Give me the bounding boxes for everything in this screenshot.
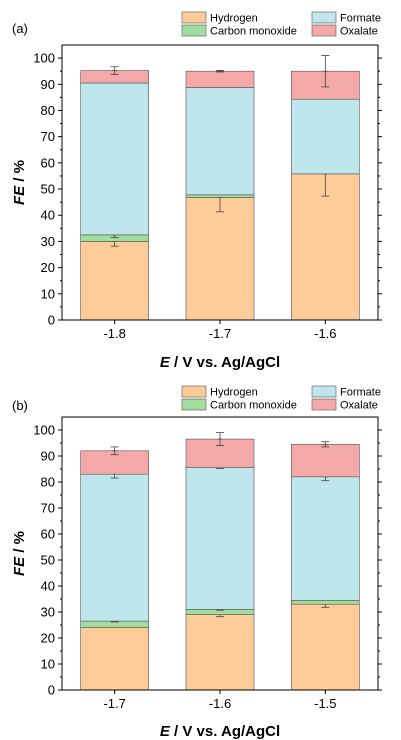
y-axis-title: FE / % <box>11 160 28 205</box>
bar-segment-hydrogen <box>185 197 255 321</box>
panel-label: (a) <box>12 21 28 36</box>
legend-label-formate: Formate <box>340 13 381 25</box>
bar-group--1-6 <box>291 55 360 321</box>
y-tick-label: 100 <box>33 51 55 66</box>
y-axis-title-rest: / % <box>11 531 28 557</box>
legend-swatch-oxalate <box>311 24 337 37</box>
legend-label-formate: Formate <box>340 387 381 399</box>
bar-segment-formate <box>80 82 149 236</box>
bar-segment-hydrogen <box>80 627 149 691</box>
x-axis-title: E / V vs. Ag/AgCl <box>160 723 280 740</box>
bar-segment-formate <box>291 476 360 601</box>
bar-group--1-7 <box>185 70 255 321</box>
legend-label-oxalate: Oxalate <box>340 26 378 38</box>
y-tick-label: 50 <box>41 553 55 568</box>
bar-segment-formate <box>80 473 149 622</box>
y-tick-label: 60 <box>41 527 55 542</box>
x-axis-title: E / V vs. Ag/AgCl <box>160 354 280 371</box>
y-tick-label: 100 <box>33 423 55 438</box>
legend-label-carbon-monoxide: Carbon monoxide <box>210 26 297 38</box>
y-tick-label: 40 <box>41 208 55 223</box>
legend-swatch-hydrogen <box>181 385 207 398</box>
legend: Hydrogen Formate Carbon monoxide Oxalate <box>181 385 381 412</box>
x-tick-label: -1.6 <box>209 696 231 711</box>
bar-segment-oxalate <box>185 70 255 88</box>
legend-swatch-formate <box>311 385 337 398</box>
x-tick-label: -1.8 <box>103 326 125 341</box>
legend-swatch-formate <box>311 11 337 24</box>
y-tick-label: 40 <box>41 579 55 594</box>
bar-segment-formate <box>291 98 360 175</box>
x-tick-label: -1.7 <box>103 696 125 711</box>
legend-swatch-hydrogen <box>181 11 207 24</box>
y-tick-label: 80 <box>41 103 55 118</box>
legend-swatch-carbon-monoxide <box>181 398 207 411</box>
bar-group--1-8 <box>80 66 149 321</box>
y-tick-label: 30 <box>41 605 55 620</box>
bar-group--1-5 <box>291 441 360 691</box>
y-tick-label: 90 <box>41 449 55 464</box>
y-tick-label: 50 <box>41 182 55 197</box>
x-axis-title-rest: / V vs. Ag/AgCl <box>170 354 280 371</box>
bar-segment-hydrogen <box>185 614 255 691</box>
bar-segment-hydrogen <box>80 241 149 321</box>
x-tick-label: -1.7 <box>209 326 231 341</box>
bar-group--1-6 <box>185 432 255 691</box>
bar-segment-hydrogen <box>291 603 360 691</box>
legend: Hydrogen Formate Carbon monoxide Oxalate <box>181 11 381 38</box>
panel-label: (b) <box>12 398 28 413</box>
bar-segment-carbon-monoxide <box>185 194 255 198</box>
y-tick-label: 70 <box>41 501 55 516</box>
bar-segment-carbon-monoxide <box>291 599 360 605</box>
y-tick-label: 10 <box>41 657 55 672</box>
bar-group--1-7 <box>80 446 149 691</box>
y-axis-title-italic: FE <box>11 556 28 576</box>
y-tick-label: 20 <box>41 260 55 275</box>
x-axis-title-italic: E <box>160 354 171 371</box>
bar-segment-oxalate <box>291 443 360 478</box>
legend-label-hydrogen: Hydrogen <box>210 13 258 25</box>
y-tick-label: 20 <box>41 631 55 646</box>
x-tick-label: -1.5 <box>314 696 336 711</box>
legend-label-carbon-monoxide: Carbon monoxide <box>210 400 297 412</box>
bar-segment-formate <box>185 87 255 196</box>
y-axis-title-italic: FE <box>11 185 28 205</box>
y-tick-label: 0 <box>48 683 55 698</box>
y-tick-label: 80 <box>41 475 55 490</box>
chart-panel-2: (b) Hydrogen Formate Carbon monoxide Oxalate… <box>11 385 382 740</box>
chart-panel-1: (a) Hydrogen Formate Carbon monoxide Oxalate… <box>11 11 382 371</box>
x-tick-label: -1.6 <box>314 326 336 341</box>
y-tick-label: 0 <box>48 313 55 328</box>
error-bar-oxalate <box>110 446 119 456</box>
error-bar-oxalate <box>110 66 119 75</box>
legend-swatch-carbon-monoxide <box>181 24 207 37</box>
error-bar-oxalate <box>216 70 224 73</box>
y-axis-title-rest: / % <box>11 160 28 186</box>
y-tick-label: 10 <box>41 286 55 301</box>
error-bar-oxalate <box>216 432 224 447</box>
legend-label-oxalate: Oxalate <box>340 400 378 412</box>
error-bar-oxalate <box>321 55 330 88</box>
y-tick-label: 30 <box>41 234 55 249</box>
x-axis-title-rest: / V vs. Ag/AgCl <box>170 723 280 740</box>
bar-segment-formate <box>185 467 255 610</box>
x-axis-title-italic: E <box>160 723 171 740</box>
y-tick-label: 60 <box>41 155 55 170</box>
error-bar-oxalate <box>321 441 330 448</box>
legend-label-hydrogen: Hydrogen <box>210 387 258 399</box>
legend-swatch-oxalate <box>311 398 337 411</box>
y-tick-label: 90 <box>41 77 55 92</box>
y-axis-title: FE / % <box>11 531 28 576</box>
y-tick-label: 70 <box>41 129 55 144</box>
